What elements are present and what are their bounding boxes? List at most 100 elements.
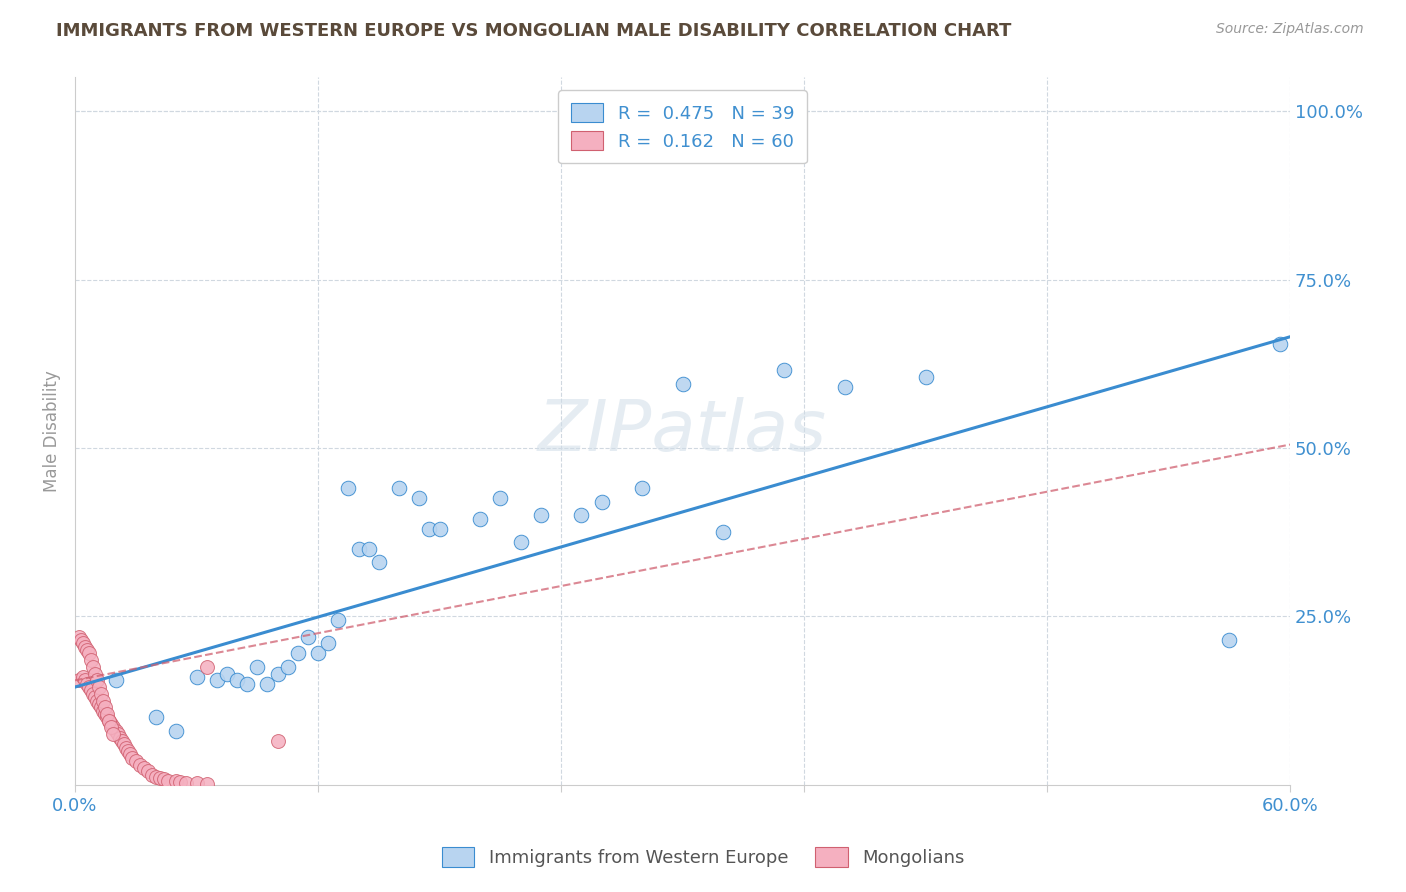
Point: [104, 723, 127, 738]
Point: [711, 525, 734, 540]
Legend: Immigrants from Western Europe, Mongolians: Immigrants from Western Europe, Mongolia…: [434, 839, 972, 874]
Point: [569, 508, 592, 523]
Point: [169, 775, 191, 789]
Point: [157, 773, 180, 788]
Point: [408, 491, 430, 506]
Point: [104, 673, 127, 688]
Point: [76, 643, 98, 657]
Point: [93, 693, 115, 707]
Text: Source: ZipAtlas.com: Source: ZipAtlas.com: [1216, 22, 1364, 37]
Point: [80, 683, 103, 698]
Point: [67, 673, 90, 688]
Point: [89, 680, 111, 694]
Point: [117, 744, 139, 758]
Point: [153, 772, 176, 787]
Point: [277, 660, 299, 674]
Point: [186, 670, 208, 684]
Point: [149, 771, 172, 785]
Point: [100, 717, 122, 731]
Point: [136, 764, 159, 779]
Point: [96, 706, 118, 721]
Point: [1218, 632, 1240, 647]
Point: [176, 776, 198, 790]
Point: [82, 687, 104, 701]
Point: [287, 647, 309, 661]
Point: [1268, 336, 1291, 351]
Point: [165, 774, 187, 789]
Point: [367, 556, 389, 570]
Point: [772, 363, 794, 377]
Point: [121, 751, 143, 765]
Point: [337, 481, 360, 495]
Point: [86, 673, 108, 688]
Point: [246, 660, 269, 674]
Point: [112, 737, 135, 751]
Point: [307, 647, 329, 661]
Point: [226, 673, 249, 688]
Point: [128, 757, 150, 772]
Point: [489, 491, 512, 506]
Point: [347, 541, 370, 556]
Point: [103, 727, 125, 741]
Point: [114, 740, 136, 755]
Point: [834, 380, 856, 394]
Point: [429, 522, 451, 536]
Point: [96, 710, 118, 724]
Point: [236, 676, 259, 690]
Point: [468, 511, 491, 525]
Point: [98, 714, 121, 728]
Point: [93, 704, 115, 718]
Point: [266, 666, 288, 681]
Text: ZIPatlas: ZIPatlas: [538, 397, 827, 466]
Point: [90, 700, 112, 714]
Point: [125, 754, 148, 768]
Point: [256, 676, 278, 690]
Point: [418, 522, 440, 536]
Point: [145, 770, 167, 784]
Point: [195, 660, 218, 674]
Point: [67, 630, 90, 644]
Point: [328, 613, 350, 627]
Point: [82, 660, 104, 674]
Point: [84, 666, 107, 681]
Point: [509, 535, 531, 549]
Point: [110, 734, 132, 748]
Point: [98, 714, 121, 728]
Point: [145, 710, 167, 724]
Text: IMMIGRANTS FROM WESTERN EUROPE VS MONGOLIAN MALE DISABILITY CORRELATION CHART: IMMIGRANTS FROM WESTERN EUROPE VS MONGOL…: [56, 22, 1011, 40]
Point: [103, 721, 125, 735]
Y-axis label: Male Disability: Male Disability: [44, 370, 60, 492]
Point: [86, 693, 108, 707]
Point: [72, 670, 94, 684]
Point: [186, 776, 208, 790]
Point: [205, 673, 228, 688]
Point: [914, 370, 936, 384]
Point: [266, 734, 288, 748]
Point: [631, 481, 654, 495]
Point: [195, 777, 218, 791]
Point: [75, 640, 97, 654]
Legend: R =  0.475   N = 39, R =  0.162   N = 60: R = 0.475 N = 39, R = 0.162 N = 60: [558, 90, 807, 163]
Point: [77, 680, 100, 694]
Point: [84, 690, 107, 705]
Point: [671, 376, 693, 391]
Point: [77, 647, 100, 661]
Point: [165, 723, 187, 738]
Point: [141, 767, 163, 781]
Point: [108, 731, 131, 745]
Point: [357, 541, 380, 556]
Point: [591, 495, 613, 509]
Point: [89, 697, 111, 711]
Point: [100, 721, 122, 735]
Point: [94, 700, 117, 714]
Point: [215, 666, 238, 681]
Point: [76, 676, 98, 690]
Point: [70, 632, 93, 647]
Point: [132, 761, 155, 775]
Point: [90, 687, 112, 701]
Point: [107, 727, 129, 741]
Point: [297, 630, 319, 644]
Point: [75, 673, 97, 688]
Point: [72, 636, 94, 650]
Point: [316, 636, 339, 650]
